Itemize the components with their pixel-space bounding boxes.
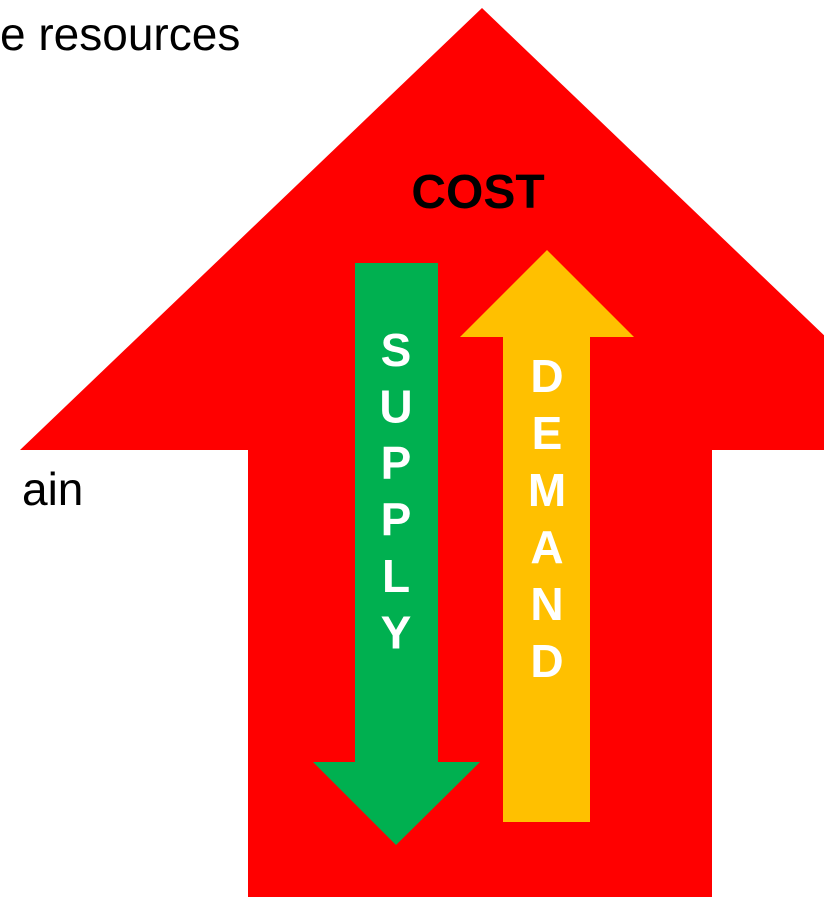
arrow-letter: Y: [381, 607, 412, 659]
arrow-letter: S: [381, 324, 412, 376]
arrow-letter: N: [530, 578, 563, 630]
arrow-letter: M: [528, 464, 566, 516]
cost-label: COST: [411, 166, 544, 219]
text-fragment: ain: [22, 463, 83, 515]
arrow-letter: D: [530, 350, 563, 402]
arrow-letter: D: [530, 635, 563, 687]
arrow-letter: P: [381, 494, 412, 546]
supply-arrow: [313, 263, 480, 845]
demand-arrow: [460, 250, 634, 822]
arrow-letter: A: [530, 521, 563, 573]
arrow-letter: L: [382, 550, 410, 602]
text-fragment: e resources: [0, 8, 240, 60]
arrow-letter: P: [381, 437, 412, 489]
arrow-letter: E: [532, 407, 563, 459]
arrow-letter: U: [379, 381, 412, 433]
